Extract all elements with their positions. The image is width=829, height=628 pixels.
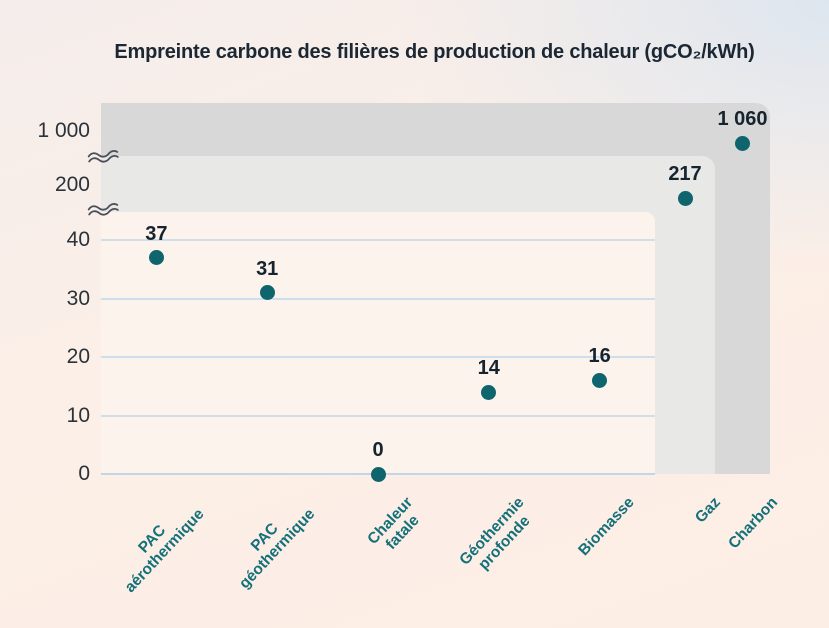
value-label-1: 31 bbox=[256, 257, 279, 280]
data-dot-6 bbox=[735, 135, 750, 151]
value-label-6: 1 060 bbox=[717, 108, 768, 130]
category-label-2: Chaleur fatale bbox=[365, 494, 430, 560]
data-dot-2 bbox=[370, 466, 386, 482]
y-tick-200: 200 bbox=[54, 172, 90, 196]
data-dot-4 bbox=[592, 372, 608, 388]
gridline-20 bbox=[101, 356, 655, 358]
data-dot-5 bbox=[677, 190, 693, 206]
value-label-3: 14 bbox=[477, 357, 500, 380]
category-label-line: Gaz bbox=[691, 494, 724, 527]
chart-title: Empreinte carbone des filières de produc… bbox=[114, 41, 755, 64]
category-label-1: PAC géothermique bbox=[223, 494, 318, 593]
data-dot-1 bbox=[259, 285, 275, 301]
axis-break-icon bbox=[86, 145, 120, 172]
value-label-0: 37 bbox=[145, 222, 168, 245]
y-tick-1000: 1 000 bbox=[37, 118, 90, 142]
category-label-5: Gaz bbox=[692, 494, 724, 527]
gridline-10 bbox=[101, 414, 655, 417]
value-label-5: 217 bbox=[668, 163, 702, 185]
y-tick-0: 0 bbox=[78, 462, 90, 485]
value-label-2: 0 bbox=[372, 439, 384, 461]
y-tick-20: 20 bbox=[66, 345, 90, 368]
value-label-4: 16 bbox=[588, 345, 611, 368]
plot-background bbox=[101, 212, 655, 474]
y-tick-40: 40 bbox=[66, 228, 90, 251]
category-label-6: Charbon bbox=[725, 494, 781, 552]
category-label-3: Géothermie profonde bbox=[456, 494, 540, 581]
gridline-30 bbox=[101, 297, 655, 300]
axis-break-icon bbox=[86, 198, 120, 225]
category-label-line: Charbon bbox=[725, 494, 781, 553]
category-label-line: Biomasse bbox=[575, 494, 639, 560]
data-dot-0 bbox=[148, 250, 164, 266]
category-label-0: PAC aérothermique bbox=[109, 494, 208, 596]
gridline-40 bbox=[101, 239, 655, 241]
category-label-4: Biomasse bbox=[576, 494, 639, 559]
data-dot-3 bbox=[481, 384, 497, 400]
y-tick-30: 30 bbox=[66, 286, 90, 310]
y-tick-10: 10 bbox=[66, 403, 90, 427]
